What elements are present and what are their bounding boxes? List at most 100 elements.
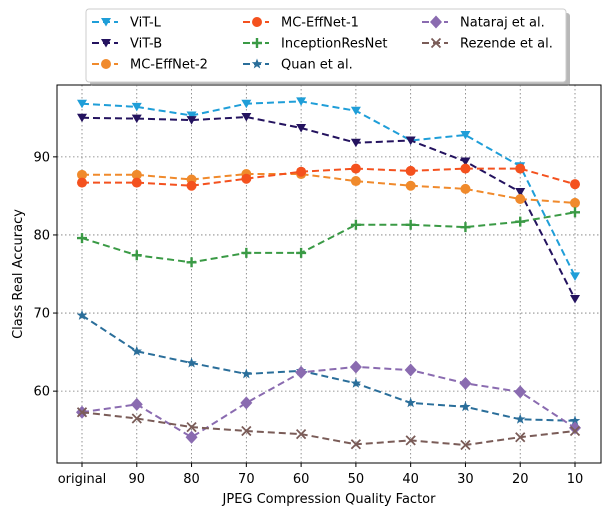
data-point [570,179,580,190]
data-point [460,439,471,451]
data-point [350,439,362,450]
data-point [76,407,88,418]
legend-marker [252,38,262,48]
data-point [515,187,526,197]
legend-marker [101,59,111,69]
data-point [405,165,416,176]
data-point [76,309,88,320]
x-axis: original 90 80 70 60 50 40 30 20 10 [58,463,583,487]
data-point [131,413,142,424]
data-point [77,169,87,180]
data-point [460,222,471,233]
series-nataraj-et-al [76,360,581,444]
data-point [460,401,471,412]
data-point [350,219,361,230]
x-tick-label: original [58,472,107,487]
data-point [460,163,471,174]
series-quan-et-al [76,309,581,426]
data-point [186,421,197,433]
data-point [350,138,361,148]
data-point [404,363,417,377]
legend-label: MC-EffNet-2 [130,58,208,73]
data-point [350,176,361,187]
series-line [81,100,576,277]
legend-marker [430,37,442,49]
data-point [460,183,471,194]
x-tick-label: 60 [293,472,310,487]
data-point [241,113,252,122]
legend-label: MC-EffNet-1 [281,16,359,31]
data-point [296,247,307,258]
series-line [82,167,576,187]
data-point [570,272,580,281]
data-point [405,136,416,145]
series-mc-effnet-1 [77,163,580,191]
data-point [77,233,87,244]
series-rezende-et-al [76,407,581,451]
data-point [460,157,471,167]
legend-label: ViT-B [130,37,162,52]
data-point [241,99,252,109]
y-tick-label: 90 [33,150,50,165]
data-point [515,216,526,227]
data-point [514,385,527,399]
data-point [240,396,253,410]
data-point [515,163,526,174]
legend-marker [101,39,111,48]
legend-item-vit-b: ViT-B [92,37,162,52]
data-point [77,177,87,188]
data-point [296,166,307,177]
series-line [82,173,576,204]
legend-label: Quan et al. [281,58,353,73]
y-axis: 60 70 80 90 [33,150,57,400]
series-vit-l [77,97,580,281]
series-vit-b [77,113,580,304]
data-point [350,106,361,116]
legend: ViT-L ViT-B MC-EffNet-2 MC-EffNet-1 Inceptio… [85,8,570,86]
data-point [514,413,526,424]
data-point [569,421,581,435]
data-point [186,180,197,191]
data-point [131,102,142,112]
data-point [131,177,142,188]
data-point [570,294,580,304]
data-point [295,365,308,379]
data-point [295,428,307,440]
data-point [186,116,197,125]
data-point [405,219,416,230]
x-tick-label: 80 [183,472,200,487]
data-point [405,435,416,446]
data-point [570,207,580,218]
legend-label: ViT-L [130,16,162,31]
x-tick-label: 30 [457,472,474,487]
y-tick-label: 60 [33,385,50,400]
x-tick-label: 40 [402,472,419,487]
legend-item-mc-effnet-2: MC-EffNet-2 [92,58,208,73]
series-group [76,97,581,451]
data-point [405,397,416,408]
data-point [569,415,581,426]
series-inceptionresnet [77,207,580,268]
data-point [296,97,307,106]
data-point [570,197,580,208]
x-tick-label: 50 [348,472,365,487]
data-point [131,345,143,356]
series-line [81,115,576,300]
legend-item-inceptionresnet: InceptionResNet [243,37,387,52]
data-point [186,357,197,368]
y-tick-label: 70 [33,307,50,322]
data-point [131,250,142,261]
data-point [131,169,142,180]
data-point [241,247,252,258]
legend-item-quan-et-al: Quan et al. [243,58,353,73]
data-point [77,113,87,123]
x-tick-label: 70 [238,472,255,487]
legend-box [85,8,567,83]
legend-marker [252,17,262,27]
data-point [569,425,581,437]
series-line [81,211,576,264]
data-point [130,397,143,411]
data-point [349,360,362,374]
legend-marker [101,18,111,27]
